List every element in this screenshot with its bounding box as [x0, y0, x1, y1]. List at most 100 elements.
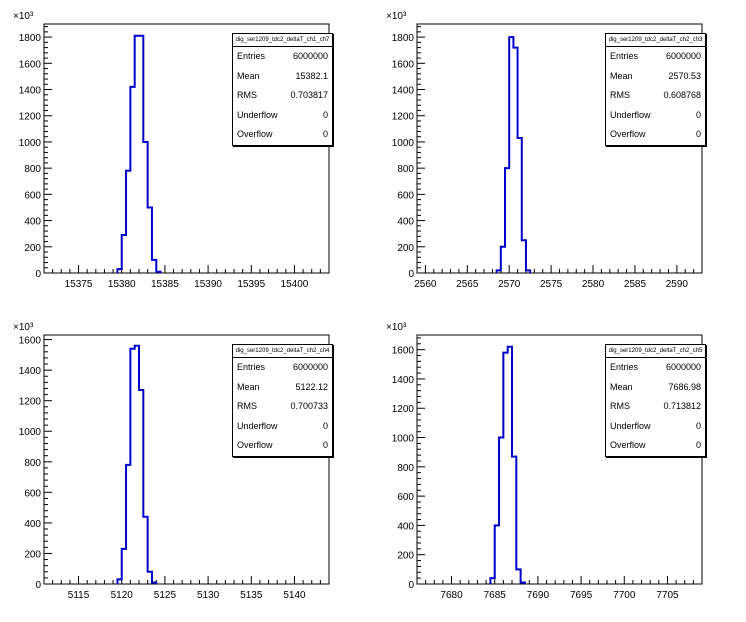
y-multiplier-label: ×10³: [13, 322, 34, 333]
x-tick-label: 15380: [108, 279, 136, 290]
stats-value: 0: [322, 109, 328, 120]
y-tick-label: 400: [24, 519, 41, 530]
x-tick-label: 7685: [484, 590, 507, 601]
y-tick-label: 1800: [392, 33, 415, 44]
y-tick-label: 0: [408, 580, 414, 591]
stats-title: dig_ser1209_tdc2_deltaT_ch2_ch5: [606, 345, 705, 358]
stats-value: 0: [695, 420, 701, 431]
x-tick-label: 5130: [197, 590, 220, 601]
stats-row: Underflow 0: [233, 106, 332, 126]
histogram-outline: [116, 34, 162, 273]
stats-label: Mean: [610, 70, 633, 81]
stats-value: 0: [695, 440, 701, 450]
stats-value: 6000000: [292, 51, 328, 61]
histogram-panel: 5115 5120 5125 5130 5135 5140 0 200 400 600 800 100…: [0, 311, 373, 622]
stats-row: Entries 6000000: [606, 47, 705, 67]
stats-box: dig_ser1209_tdc2_deltaT_ch2_ch3 Entries 60…: [605, 33, 706, 146]
y-tick-label: 200: [24, 243, 41, 254]
histogram-plot: 7680 7685 7690 7695 7700 7705 0 200 400 600 800 100…: [386, 322, 703, 601]
stats-value: 0: [695, 109, 701, 120]
y-tick-label: 1800: [19, 33, 42, 44]
stats-label: Mean: [237, 70, 260, 81]
y-tick-label: 800: [24, 458, 41, 469]
stats-label: Underflow: [237, 420, 278, 431]
x-tick-label: 5120: [111, 590, 134, 601]
stats-label: Overflow: [610, 440, 646, 450]
stats-title: dig_ser1209_tdc2_deltaT_ch1_ch7: [233, 34, 332, 47]
x-tick-label: 15400: [281, 279, 309, 290]
stats-label: RMS: [237, 401, 257, 411]
stats-row: Underflow 0: [606, 417, 705, 437]
histogram-outline: [116, 344, 158, 584]
y-multiplier-label: ×10³: [13, 11, 34, 22]
histogram-plot: 15375 15380 15385 15390 15395 15400 0 200 400 600…: [13, 11, 330, 290]
stats-value: 6000000: [292, 362, 328, 372]
stats-value: 0: [695, 129, 701, 139]
x-tick-label: 7705: [656, 590, 679, 601]
y-tick-label: 1400: [19, 86, 42, 97]
stats-label: Entries: [610, 362, 639, 372]
stats-row: Overflow 0: [233, 125, 332, 145]
stats-label: Overflow: [237, 129, 273, 139]
x-tick-label: 7700: [613, 590, 636, 601]
y-tick-label: 1000: [19, 427, 42, 438]
x-tick-label: 2575: [540, 279, 563, 290]
x-tick-label: 2580: [582, 279, 605, 290]
y-tick-label: 1600: [19, 59, 42, 70]
y-multiplier-label: ×10³: [386, 322, 407, 333]
y-tick-label: 800: [397, 164, 414, 175]
y-tick-label: 1400: [392, 86, 415, 97]
x-tick-label: 15390: [194, 279, 222, 290]
y-tick-label: 1200: [19, 397, 42, 408]
y-tick-label: 1400: [19, 366, 42, 377]
y-tick-label: 600: [24, 190, 41, 201]
stats-row: Mean 2570.53: [606, 67, 705, 87]
y-tick-label: 400: [397, 217, 414, 228]
y-tick-label: 0: [408, 269, 414, 280]
stats-row: Entries 6000000: [606, 358, 705, 378]
stats-row: RMS 0.700733: [233, 397, 332, 417]
histogram-plot: 2560 2565 2570 2575 2580 2585 2590 0 200 400 600 80…: [386, 11, 703, 290]
stats-label: Entries: [237, 51, 266, 61]
stats-label: Entries: [610, 51, 639, 61]
x-tick-label: 15385: [151, 279, 179, 290]
stats-title: dig_ser1209_tdc2_deltaT_ch2_ch3: [606, 34, 705, 47]
x-tick-label: 15395: [237, 279, 265, 290]
x-tick-label: 5125: [154, 590, 177, 601]
stats-label: Mean: [237, 381, 260, 392]
stats-value: 0: [322, 420, 328, 431]
y-tick-label: 400: [24, 217, 41, 228]
stats-value: 0.608768: [663, 90, 701, 100]
stats-label: Underflow: [610, 420, 651, 431]
y-tick-label: 0: [35, 580, 41, 591]
stats-row: Underflow 0: [606, 106, 705, 126]
stats-box: dig_ser1209_tdc2_deltaT_ch2_ch5 Entries 60…: [605, 344, 706, 457]
stats-value: 0: [322, 440, 328, 450]
x-tick-label: 2590: [666, 279, 689, 290]
x-tick-label: 15375: [65, 279, 93, 290]
stats-label: RMS: [610, 90, 630, 100]
stats-box: dig_ser1209_tdc2_deltaT_ch1_ch7 Entries 60…: [232, 33, 333, 146]
plot-frame: [416, 334, 703, 585]
histogram-panel: 2560 2565 2570 2575 2580 2585 2590 0 200 400 600 80…: [373, 0, 746, 311]
y-tick-label: 1200: [392, 404, 415, 415]
stats-value: 0: [322, 129, 328, 139]
stats-label: Mean: [610, 381, 633, 392]
stats-row: Entries 6000000: [233, 47, 332, 67]
stats-row: RMS 0.608768: [606, 86, 705, 106]
stats-row: Mean 5122.12: [233, 378, 332, 398]
stats-value: 5122.12: [295, 381, 328, 392]
x-tick-label: 5140: [283, 590, 306, 601]
y-tick-label: 1400: [392, 375, 415, 386]
x-tick-label: 2560: [414, 279, 437, 290]
stats-label: RMS: [610, 401, 630, 411]
y-tick-label: 0: [35, 269, 41, 280]
stats-label: RMS: [237, 90, 257, 100]
y-tick-label: 1000: [19, 138, 42, 149]
y-tick-label: 200: [24, 549, 41, 560]
x-tick-label: 2565: [456, 279, 479, 290]
y-tick-label: 1600: [392, 59, 415, 70]
stats-row: Underflow 0: [233, 417, 332, 437]
stats-row: Entries 6000000: [233, 358, 332, 378]
